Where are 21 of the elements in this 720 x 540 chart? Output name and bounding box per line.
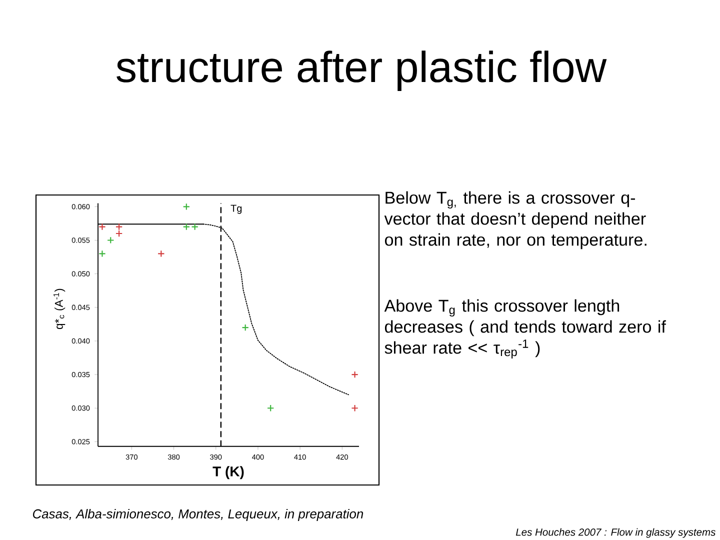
point: [115, 223, 123, 230]
text: Above T$_{g}$ this crossover length decreases ( and tends toward zero if shear rate << τ$_{rep}$$^{-1}$ ): [384, 299, 666, 358]
point: [98, 223, 106, 230]
x-axis-title: T (K): [212, 466, 244, 480]
chart-title: structure after plastic flow: [116, 50, 607, 91]
point: [191, 223, 198, 230]
ref-line-label: Tg: [230, 204, 242, 214]
point: [267, 404, 274, 412]
text: Les Houches 2007 : Flow in glassy systems: [516, 528, 716, 538]
text: Below T$_{g,}$ there is a crossover q-vector that doesn’t depend neither on strain rate, nor on temperature.: [384, 191, 646, 250]
point: [351, 370, 358, 378]
y-axis-title: q*$_{c}$ (A$^{-1}$): [54, 288, 66, 330]
point: [158, 250, 165, 258]
point: [107, 236, 114, 244]
text: Casas, Alba-simionesco, Montes, Lequeux, in preparation: [32, 508, 364, 522]
point: [242, 324, 249, 332]
point: [351, 404, 358, 412]
point: [182, 203, 190, 210]
point: [182, 223, 190, 230]
point: [115, 230, 123, 238]
point: [98, 250, 106, 258]
